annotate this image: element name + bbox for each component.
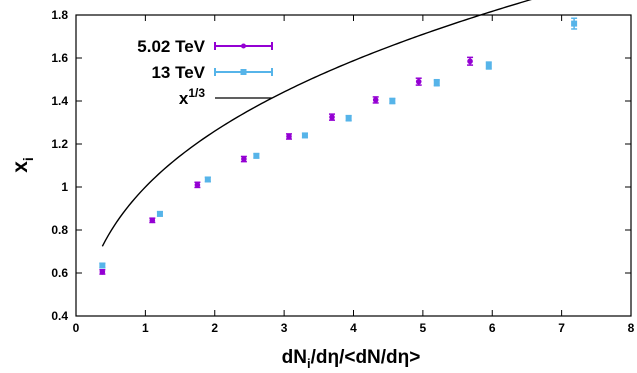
series-1 (99, 17, 578, 269)
x-tick-label: 8 (628, 321, 635, 335)
data-point (301, 132, 308, 139)
data-point (194, 182, 201, 188)
legend-swatch-13tev (214, 68, 273, 76)
y-tick-label: 1.2 (51, 137, 68, 151)
y-tick-label: 0.4 (51, 309, 68, 323)
data-point (389, 98, 396, 104)
data-point (156, 210, 163, 217)
data-point (485, 62, 492, 69)
y-axis-label: xi (9, 157, 36, 173)
x-axis-label-rest: /dη/<dN/dη> (311, 347, 421, 368)
curve-x-one-third (101, 0, 532, 247)
legend: 5.02 TeV 13 TeV x1/3 (137, 37, 273, 108)
data-point (433, 79, 440, 86)
x-axis-label-sub: i (307, 356, 311, 371)
y-tick-label: 1 (61, 180, 68, 194)
data-point (204, 176, 211, 183)
y-tick-label: 1.6 (51, 51, 68, 65)
data-point (571, 20, 578, 27)
x-tick-label: 5 (420, 321, 427, 335)
ticks: 0 1 2 3 4 5 6 7 8 0.4 0.6 0.8 1 1.2 1.4 1.6 1.8 (51, 8, 634, 335)
data-point (286, 133, 292, 140)
legend-label-13tev: 13 TeV (151, 63, 205, 82)
y-tick-label: 0.8 (51, 223, 68, 237)
legend-label-curve-sup: 1/3 (188, 86, 205, 100)
data-point (99, 262, 106, 269)
data-point (99, 269, 106, 275)
legend-label-5tev: 5.02 TeV (137, 37, 205, 56)
y-tick-label: 1.8 (51, 8, 68, 22)
x-axis-label-base: dN (282, 347, 307, 368)
legend-label-curve-base: x (179, 89, 189, 108)
y-axis-label-base: x (9, 161, 32, 173)
data-point (149, 217, 156, 224)
x-tick-label: 6 (489, 321, 496, 335)
x-tick-label: 7 (558, 321, 565, 335)
x-tick-label: 3 (281, 321, 288, 335)
y-axis-label-sub: i (20, 157, 36, 161)
legend-swatch-5tev (214, 42, 273, 50)
data-point (345, 115, 352, 122)
data-point (415, 78, 422, 85)
x-tick-label: 2 (211, 321, 218, 335)
data-point (241, 156, 247, 162)
x-tick-label: 4 (350, 321, 357, 335)
y-tick-label: 1.4 (51, 94, 68, 108)
legend-label-curve: x1/3 (179, 86, 205, 108)
data-point (467, 58, 473, 65)
series-0 (99, 56, 474, 275)
y-tick-label: 0.6 (51, 266, 68, 280)
x-axis-label: dNi/dη/<dN/dη> (282, 347, 421, 371)
x-tick-label: 0 (73, 321, 80, 335)
curve-layer (101, 0, 532, 247)
data-point (253, 152, 260, 159)
x-tick-label: 1 (142, 321, 149, 335)
data-point (372, 97, 379, 103)
data-point (329, 114, 335, 120)
points-layer (99, 17, 578, 275)
